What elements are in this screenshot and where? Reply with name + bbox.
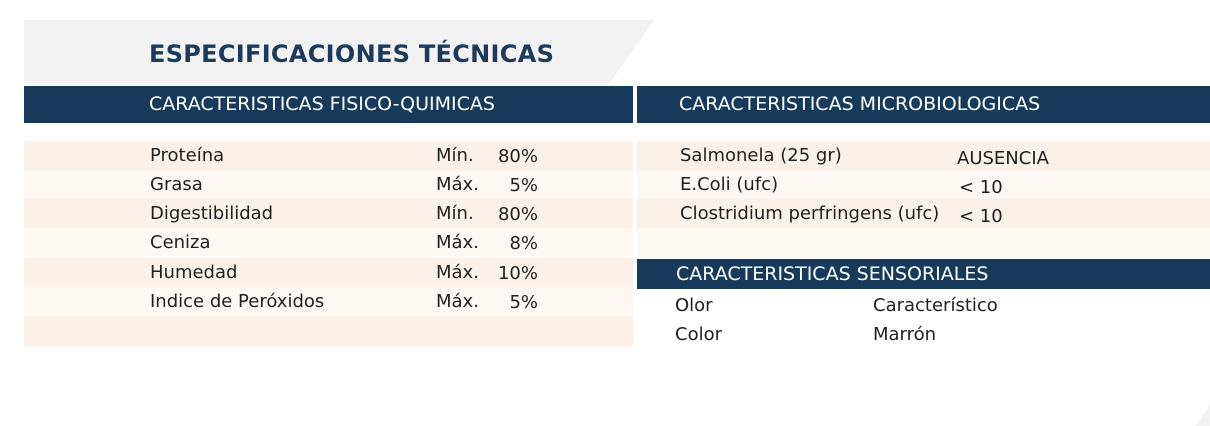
param-value: 80% [497, 204, 538, 225]
page-title: ESPECIFICACIONES TÉCNICAS [149, 40, 555, 68]
table-row: Clostridium perfringens (ufc) < 10 [637, 199, 1210, 228]
microbiologicas-heading: CARACTERISTICAS MICROBIOLOGICAS [679, 93, 1041, 115]
param-name: Digestibilidad [150, 203, 274, 224]
param-value: 5% [509, 175, 538, 196]
table-row: Digestibilidad Mín. 80% [24, 199, 633, 228]
param-qualifier: Máx. [436, 291, 479, 312]
param-value: 8% [509, 233, 538, 254]
sensoriales-background [637, 289, 1210, 347]
table-row: Grasa Máx. 5% [24, 170, 633, 199]
param-value: 10% [497, 263, 538, 284]
param-name: Indice de Peróxidos [150, 291, 325, 312]
param-name: Ceniza [150, 232, 211, 253]
microbiologicas-header: CARACTERISTICAS MICROBIOLOGICAS [637, 86, 1210, 123]
param-name: Humedad [150, 262, 238, 283]
sensoriales-header: CARACTERISTICAS SENSORIALES [637, 259, 1210, 289]
param-value: 80% [497, 146, 538, 167]
param-name: Grasa [150, 174, 203, 195]
param-qualifier: Máx. [436, 174, 479, 195]
param-name: E.Coli (ufc) [680, 174, 779, 195]
table-row: Color Marrón [637, 320, 1210, 349]
corner-decoration [1196, 404, 1210, 426]
param-value: Marrón [873, 324, 937, 345]
param-name: Salmonela (25 gr) [680, 145, 842, 166]
table-row-empty [24, 316, 633, 347]
param-qualifier: Máx. [436, 262, 479, 283]
param-qualifier: Mín. [436, 203, 474, 224]
param-qualifier: Mín. [436, 145, 474, 166]
param-value: Característico [873, 295, 998, 316]
table-row: Humedad Máx. 10% [24, 258, 633, 287]
title-band [24, 20, 654, 83]
param-qualifier: Máx. [436, 232, 479, 253]
param-value: < 10 [959, 206, 1003, 227]
param-name: Color [675, 324, 722, 345]
param-name: Proteína [150, 145, 225, 166]
param-name: Clostridium perfringens (ufc) [680, 203, 940, 224]
param-name: Olor [675, 295, 713, 316]
param-value: < 10 [959, 177, 1003, 198]
sensoriales-heading: CARACTERISTICAS SENSORIALES [676, 263, 989, 285]
param-value: 5% [509, 292, 538, 313]
table-row: E.Coli (ufc) < 10 [637, 170, 1210, 199]
table-row: Proteína Mín. 80% [24, 141, 633, 170]
table-row: Indice de Peróxidos Máx. 5% [24, 287, 633, 316]
param-value: AUSENCIA [957, 148, 1049, 169]
fisico-quimicas-heading: CARACTERISTICAS FISICO-QUIMICAS [149, 93, 495, 115]
fisico-quimicas-header: CARACTERISTICAS FISICO-QUIMICAS [24, 86, 633, 123]
table-row: Ceniza Máx. 8% [24, 228, 633, 257]
table-row: Olor Característico [637, 291, 1210, 320]
table-row-empty [637, 228, 1210, 257]
table-row: Salmonela (25 gr) AUSENCIA [637, 141, 1210, 170]
